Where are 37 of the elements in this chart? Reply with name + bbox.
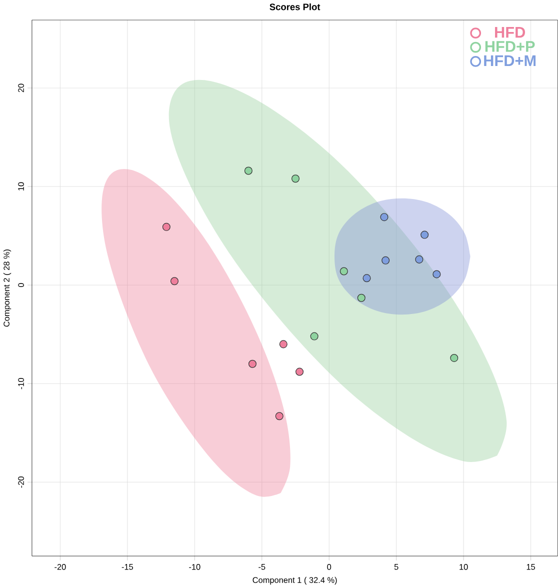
point <box>382 256 390 264</box>
point <box>279 340 288 348</box>
point <box>340 267 348 276</box>
point <box>310 332 318 340</box>
y-tick-label: -10 <box>18 378 24 390</box>
legend-label: HFD <box>495 26 526 38</box>
point <box>292 174 300 183</box>
point <box>380 213 388 222</box>
x-tick-label: 5 <box>394 564 398 570</box>
legend-label: HFD+M <box>484 55 536 66</box>
point <box>248 360 257 368</box>
chart-title: Scores Plot <box>270 3 320 10</box>
point <box>362 274 371 282</box>
x-tick-label: 10 <box>460 564 468 570</box>
y-tick-label: 20 <box>18 84 24 92</box>
point <box>275 412 284 420</box>
y-tick-label: -20 <box>18 476 24 488</box>
x-tick-label: -5 <box>258 564 266 570</box>
y-tick-label: 10 <box>18 182 24 190</box>
point <box>296 368 304 376</box>
point <box>415 255 424 264</box>
point <box>170 277 179 286</box>
x-tick-label: -10 <box>189 564 200 570</box>
legend-label: HFD+P <box>485 41 535 52</box>
point <box>162 222 170 231</box>
x-tick-label: -20 <box>54 564 66 570</box>
x-tick-label: -15 <box>122 564 134 570</box>
y-axis-title: Component 2 ( 28 %) <box>3 250 12 327</box>
x-tick-label: 15 <box>526 564 536 570</box>
point <box>420 230 429 239</box>
y-tick-label: 0 <box>18 283 24 288</box>
point <box>450 354 458 362</box>
point <box>357 294 366 302</box>
x-tick-label: 0 <box>327 564 332 570</box>
point <box>244 166 252 175</box>
point <box>432 270 441 278</box>
x-axis-title: Component 1 ( 32.4 %) <box>252 576 337 585</box>
